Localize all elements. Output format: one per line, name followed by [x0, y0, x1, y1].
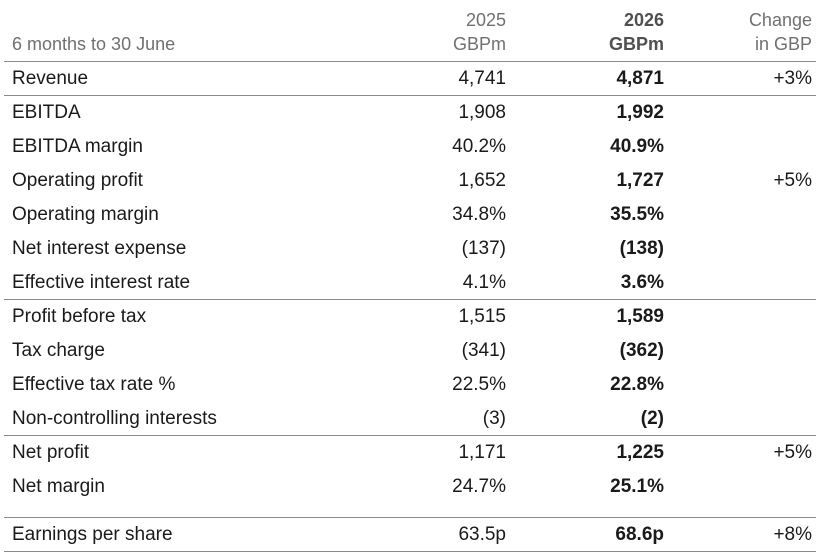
financial-summary-table: 6 months to 30 June 2025 GBPm 2026 GBPm … [4, 0, 816, 552]
table-row-ebitda: EBITDA 1,908 1,992 [4, 96, 816, 130]
column-header-2025-year: 2025 [465, 10, 506, 30]
row-label: Operating profit [12, 170, 143, 191]
table-row-net-profit: Net profit 1,171 1,225 +5% [4, 436, 816, 470]
value-2025: 4,741 [458, 68, 506, 89]
value-2025: 1,652 [458, 170, 506, 191]
row-label: Earnings per share [12, 524, 173, 545]
column-header-change-line2: in GBP [754, 34, 812, 54]
column-header-2026: 2026 GBPm [609, 8, 664, 56]
value-2025: 1,515 [458, 306, 506, 327]
row-label: Net interest expense [12, 238, 187, 259]
value-2025: 4.1% [462, 272, 506, 293]
value-2026: 4,871 [616, 68, 664, 89]
value-2025: (3) [482, 408, 506, 429]
value-2025: 34.8% [452, 204, 506, 225]
value-2026: 68.6p [615, 524, 664, 545]
value-2025: 22.5% [452, 374, 506, 395]
table-row-revenue: Revenue 4,741 4,871 +3% [4, 62, 816, 96]
value-2025: (341) [461, 340, 506, 361]
table-row-effective-interest-rate: Effective interest rate 4.1% 3.6% [4, 266, 816, 300]
period-label: 6 months to 30 June [12, 34, 176, 54]
row-label: Non-controlling interests [12, 408, 217, 429]
value-2026: 40.9% [610, 136, 664, 157]
value-2025: 40.2% [452, 136, 506, 157]
value-2025: 63.5p [458, 524, 506, 545]
table-row-operating-margin: Operating margin 34.8% 35.5% [4, 198, 816, 232]
row-label: Effective interest rate [12, 272, 191, 293]
row-label: Net profit [12, 442, 90, 463]
table-header: 6 months to 30 June 2025 GBPm 2026 GBPm … [4, 0, 816, 62]
value-2026: 1,589 [616, 306, 664, 327]
value-2026: (138) [619, 238, 664, 259]
section-divider [4, 504, 816, 518]
value-2025: 1,171 [458, 442, 506, 463]
value-2026: (2) [640, 408, 664, 429]
value-2026: 1,225 [616, 442, 664, 463]
value-2025: (137) [461, 238, 506, 259]
row-label: EBITDA [12, 102, 81, 123]
table-row-ebitda-margin: EBITDA margin 40.2% 40.9% [4, 130, 816, 164]
table-row-earnings-per-share: Earnings per share 63.5p 68.6p +8% [4, 518, 816, 552]
value-2026: 1,992 [616, 102, 664, 123]
column-header-2025-unit: GBPm [452, 34, 506, 54]
column-header-change-line1: Change [748, 10, 812, 30]
value-change: +8% [773, 524, 812, 545]
column-header-2026-unit: GBPm [608, 34, 664, 54]
table-row-tax-charge: Tax charge (341) (362) [4, 334, 816, 368]
value-2026: 22.8% [610, 374, 664, 395]
value-change: +5% [773, 170, 812, 191]
column-header-2025: 2025 GBPm [453, 8, 506, 56]
table-row-non-controlling-interests: Non-controlling interests (3) (2) [4, 402, 816, 436]
table-row-profit-before-tax: Profit before tax 1,515 1,589 [4, 300, 816, 334]
table-row-operating-profit: Operating profit 1,652 1,727 +5% [4, 164, 816, 198]
value-2025: 24.7% [452, 476, 506, 497]
column-header-2026-year: 2026 [623, 10, 664, 30]
row-label: Effective tax rate % [12, 374, 176, 395]
row-label: Operating margin [12, 204, 159, 225]
row-label: EBITDA margin [12, 136, 143, 157]
value-change: +3% [773, 68, 812, 89]
value-2025: 1,908 [458, 102, 506, 123]
row-label: Profit before tax [12, 306, 147, 327]
row-label: Tax charge [12, 340, 105, 361]
row-label: Revenue [12, 68, 89, 89]
value-2026: 3.6% [620, 272, 664, 293]
column-header-change: Change in GBP [749, 8, 812, 56]
value-change: +5% [773, 442, 812, 463]
value-2026: (362) [619, 340, 664, 361]
value-2026: 25.1% [610, 476, 664, 497]
row-label: Net margin [12, 476, 105, 497]
table-row-net-interest-expense: Net interest expense (137) (138) [4, 232, 816, 266]
value-2026: 1,727 [616, 170, 664, 191]
table-row-effective-tax-rate: Effective tax rate % 22.5% 22.8% [4, 368, 816, 402]
table-row-net-margin: Net margin 24.7% 25.1% [4, 470, 816, 504]
value-2026: 35.5% [610, 204, 664, 225]
